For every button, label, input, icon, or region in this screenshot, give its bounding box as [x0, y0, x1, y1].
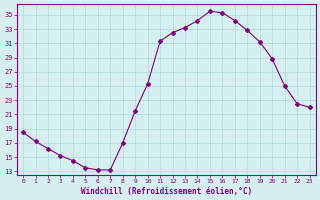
X-axis label: Windchill (Refroidissement éolien,°C): Windchill (Refroidissement éolien,°C)	[81, 187, 252, 196]
